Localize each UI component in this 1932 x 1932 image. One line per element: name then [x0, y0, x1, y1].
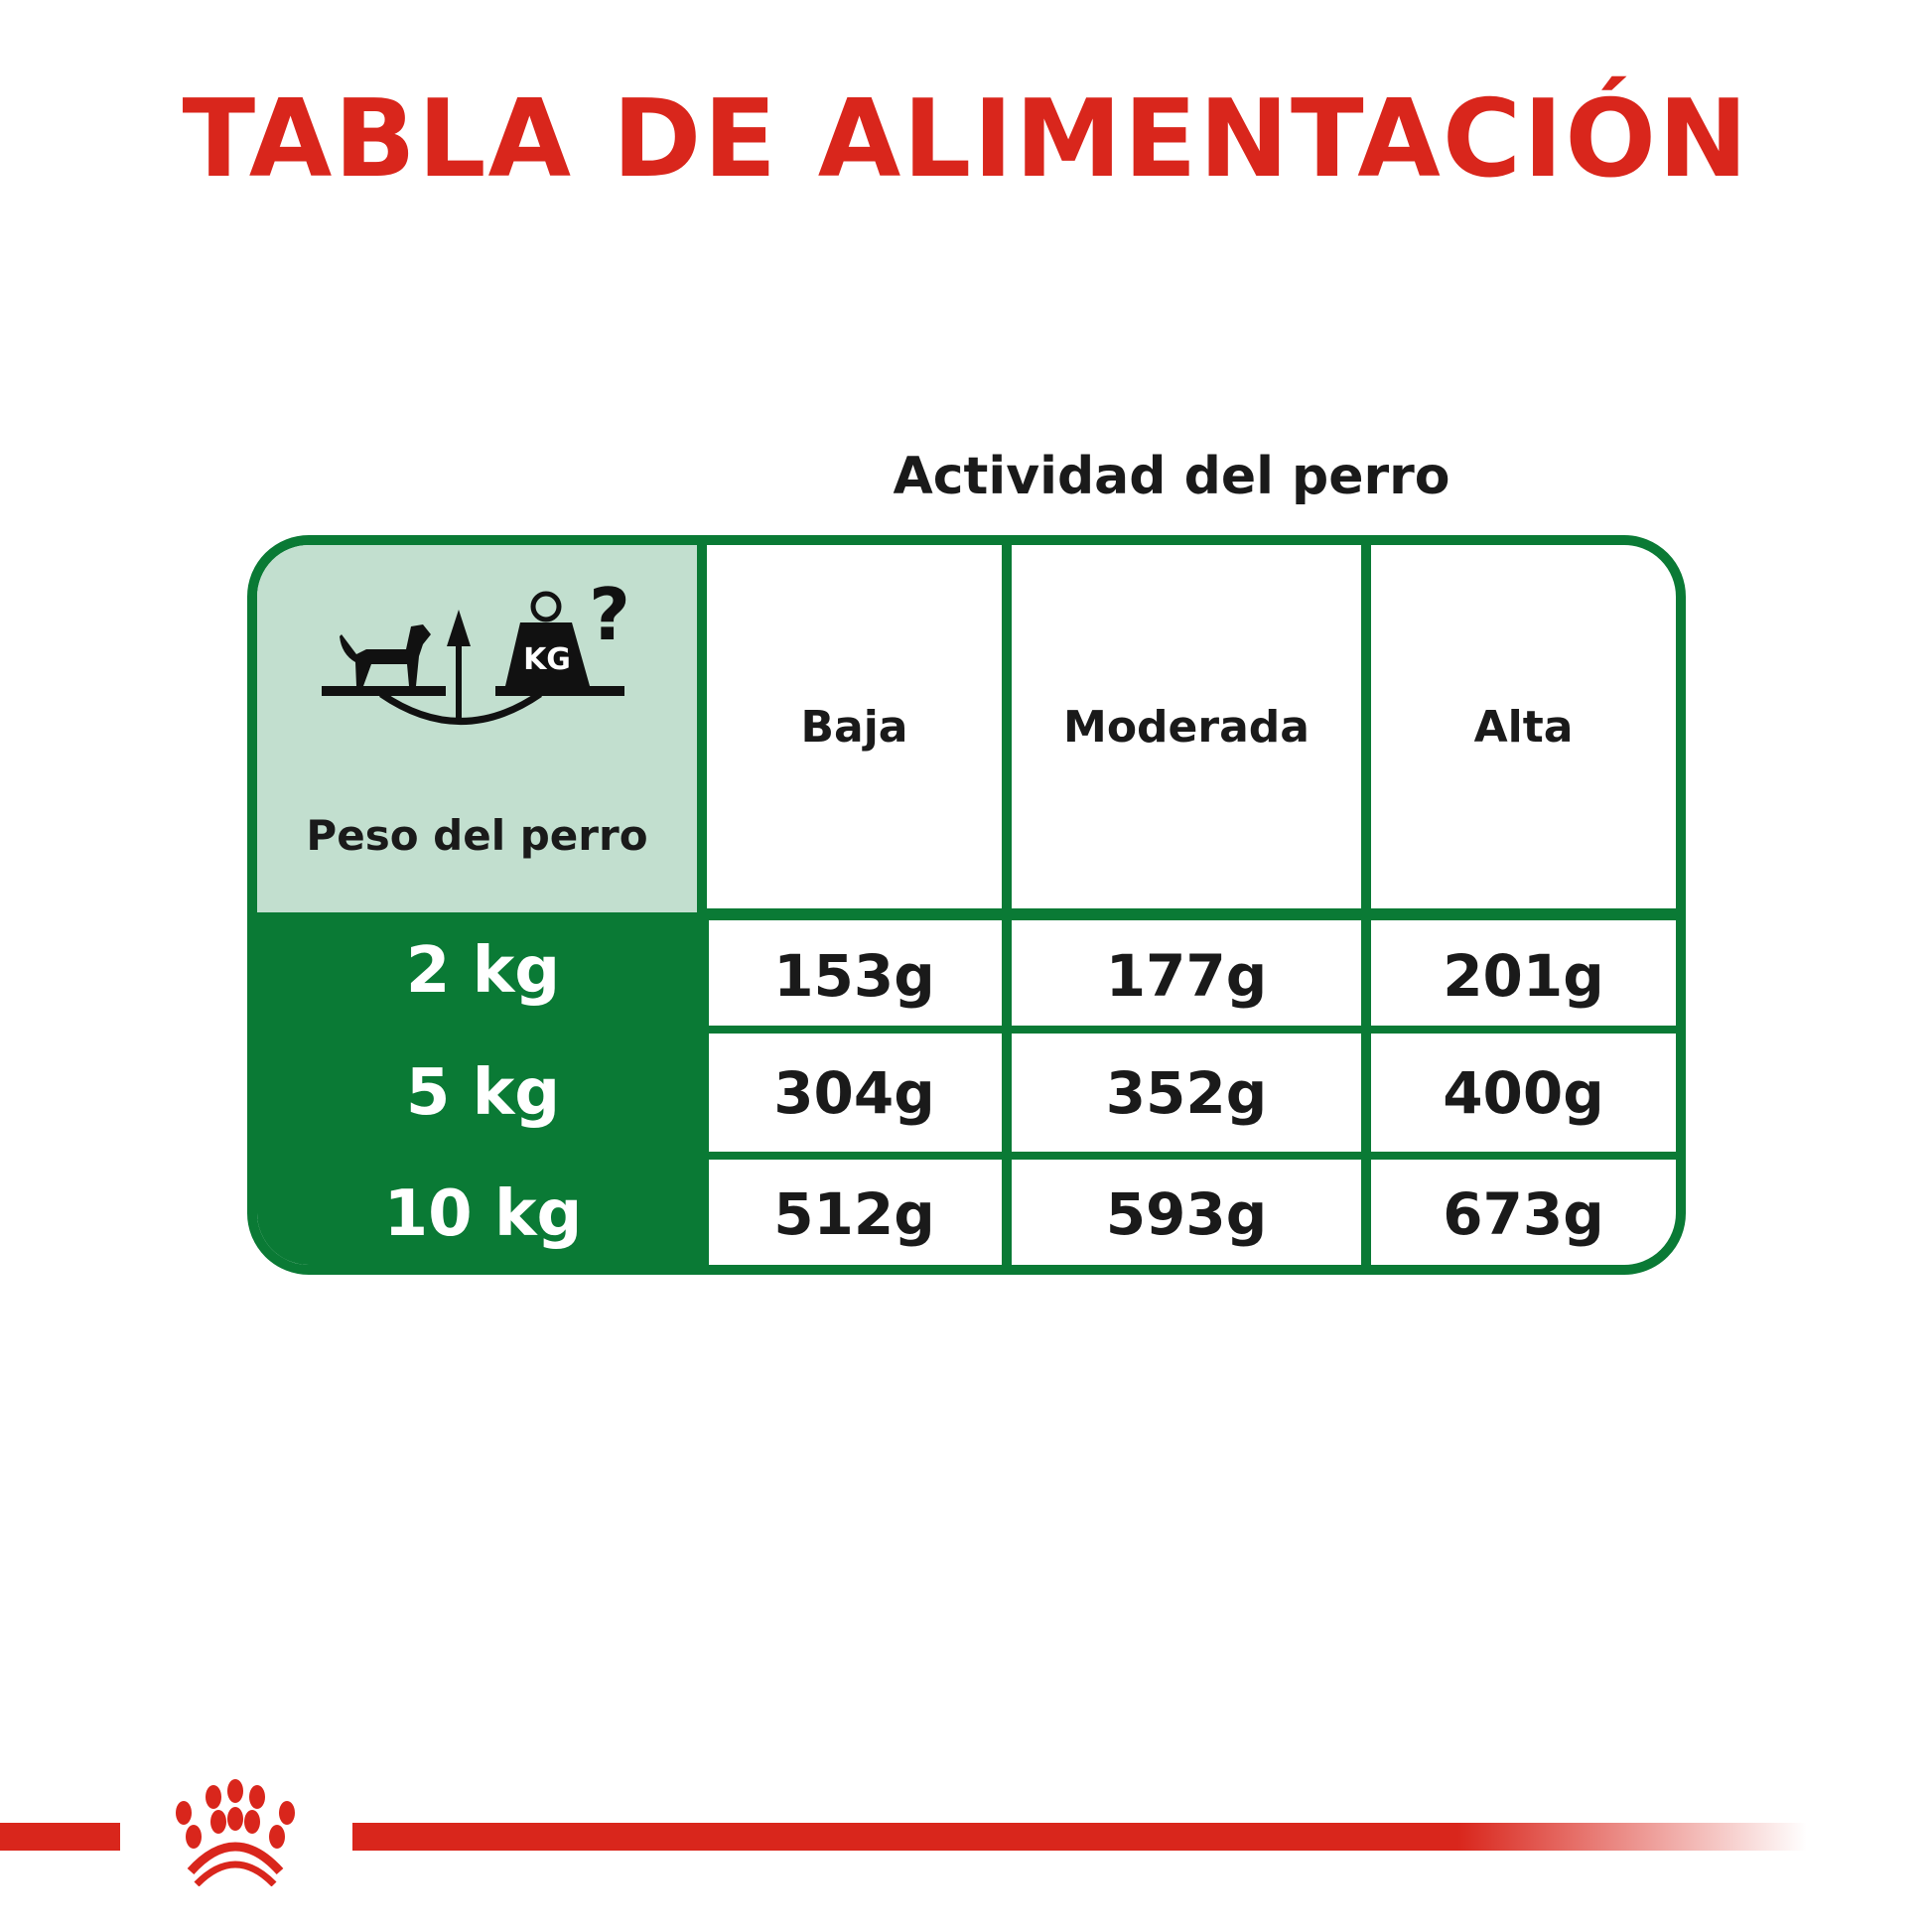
divider [697, 1152, 1676, 1160]
footer-red-line [0, 1823, 120, 1851]
table-cell: 304g [773, 1058, 935, 1127]
divider [697, 1026, 1676, 1034]
divider [1002, 545, 1012, 1265]
weight-header-cell: KG ? Peso del perro [257, 545, 697, 912]
divider [1361, 545, 1371, 1265]
kg-label: KG [523, 642, 571, 677]
divider [697, 545, 707, 1265]
table-cell: 352g [1105, 1058, 1268, 1127]
activity-heading: Actividad del perro [893, 447, 1450, 506]
table-cell: 400g [1443, 1058, 1604, 1127]
divider [697, 908, 1676, 920]
svg-text:?: ? [589, 573, 630, 656]
table-cell: 153g [773, 942, 935, 1010]
table-cell: 177g [1105, 942, 1268, 1010]
page-title: TABLA DE ALIMENTACIÓN [182, 77, 1750, 202]
column-header-alta: Alta [1473, 701, 1574, 753]
weight-heading: Peso del perro [306, 811, 648, 860]
table-cell: 673g [1443, 1180, 1604, 1248]
table-cell: 512g [773, 1180, 935, 1248]
column-header-baja: Baja [800, 701, 908, 753]
weight-column [257, 912, 709, 1265]
dog-weight-scale-icon: KG ? [322, 573, 630, 725]
table-cell: 593g [1105, 1180, 1268, 1248]
row-weight: 2 kg [405, 934, 561, 1008]
royal-canin-logo-icon [176, 1779, 295, 1886]
feeding-table: KG ? Peso del perro Baja Moderada Alta 2… [247, 535, 1686, 1275]
table-cell: 201g [1443, 942, 1604, 1010]
row-weight: 10 kg [383, 1177, 583, 1251]
row-weight: 5 kg [405, 1055, 561, 1130]
column-header-moderada: Moderada [1063, 701, 1310, 753]
footer-red-line [352, 1823, 1807, 1851]
